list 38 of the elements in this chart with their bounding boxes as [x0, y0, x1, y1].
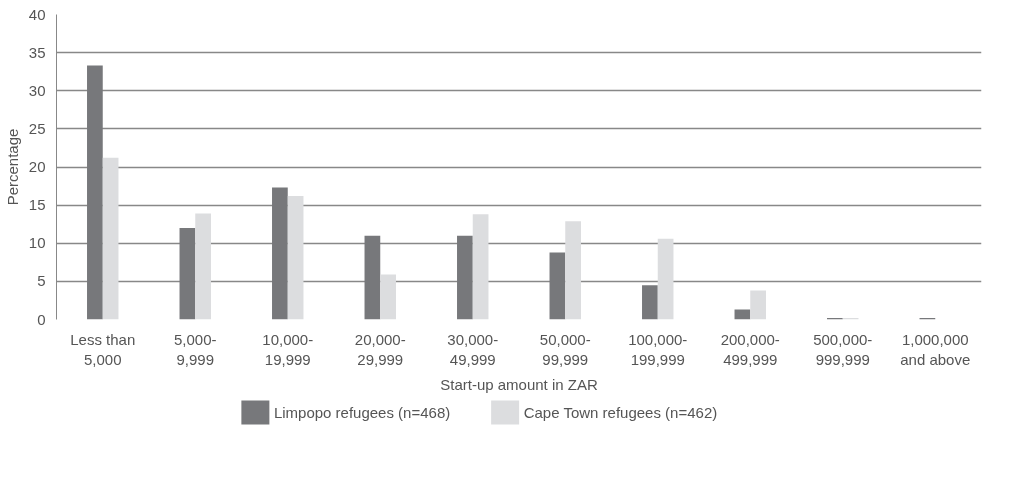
y-tick-label: 35	[28, 43, 46, 61]
bar	[457, 235, 473, 320]
y-tick-label: 25	[28, 119, 46, 137]
x-tick-label: 200,000- 499,999	[720, 330, 780, 368]
y-tick-label: 0	[37, 310, 46, 328]
bar	[657, 238, 674, 320]
bar	[364, 235, 381, 320]
bar	[565, 221, 581, 320]
legend-label: Cape Town refugees (n=462)	[523, 404, 718, 421]
x-tick-label: 1,000,000 and above	[900, 330, 971, 368]
bar	[750, 290, 766, 320]
y-tick-label: 10	[28, 234, 46, 252]
bar	[287, 195, 304, 320]
bar	[179, 228, 196, 320]
x-tick-label: 50,000- 99,999	[539, 330, 591, 368]
bar	[472, 214, 489, 320]
y-tick-label: 40	[28, 5, 46, 23]
x-tick-label: 500,000- 999,999	[813, 330, 873, 368]
bar	[642, 285, 658, 320]
bar	[272, 187, 288, 320]
y-tick-label: 15	[28, 196, 46, 214]
x-tick-label: 5,000- 9,999	[173, 330, 217, 368]
legend-label: Limpopo refugees (n=468)	[273, 404, 451, 421]
bar	[195, 213, 211, 320]
x-tick-label: 30,000- 49,999	[447, 330, 499, 368]
y-tick-label: 20	[28, 158, 46, 175]
bar	[380, 274, 396, 320]
x-tick-label: Less than 5,000	[70, 330, 136, 368]
y-axis-title: Percentage	[3, 128, 21, 206]
x-axis-title: Start-up amount in ZAR	[440, 375, 598, 393]
bar	[549, 252, 566, 320]
x-tick-label: 10,000- 19,999	[262, 330, 314, 368]
bar	[102, 157, 119, 320]
x-tick-label: 20,000- 29,999	[354, 330, 406, 368]
y-tick-label: 5	[37, 272, 46, 290]
bar	[87, 65, 103, 320]
x-tick-label: 100,000- 199,999	[628, 330, 688, 368]
y-tick-label: 30	[28, 81, 46, 99]
